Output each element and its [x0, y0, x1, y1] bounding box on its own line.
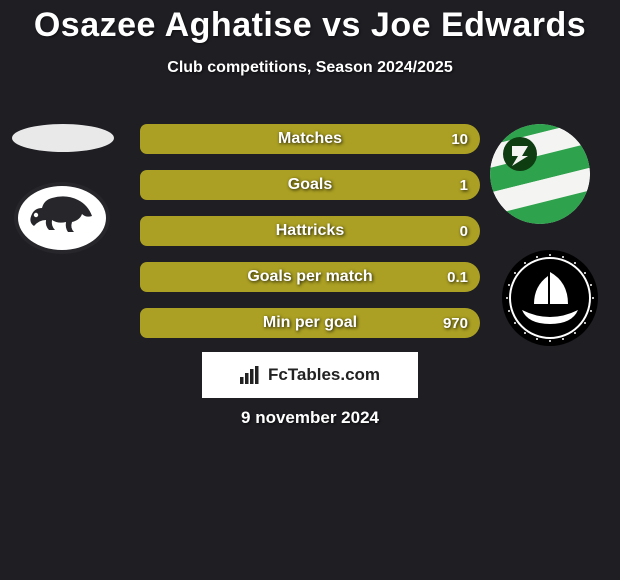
bar-row-hattricks: Hattricks0: [140, 216, 480, 246]
comparison-infographic: Osazee Aghatise vs Joe Edwards Club comp…: [0, 0, 620, 580]
bar-row-goals-per-match: Goals per match0.1: [140, 262, 480, 292]
watermark-main: Tables: [288, 365, 341, 384]
bar-row-goals: Goals1: [140, 170, 480, 200]
generation-date: 9 november 2024: [0, 408, 620, 428]
bar-right-segment: [147, 170, 480, 200]
bar-right-segment: [147, 216, 480, 246]
bar-left-segment: [140, 216, 147, 246]
bar-row-matches: Matches10: [140, 124, 480, 154]
page-subtitle: Club competitions, Season 2024/2025: [0, 59, 620, 77]
player-left-avatar-placeholder: [12, 124, 114, 152]
bar-right-segment: [147, 262, 480, 292]
watermark: FcTables.com: [202, 352, 418, 398]
watermark-prefix: Fc: [268, 365, 288, 384]
bar-right-segment: [147, 308, 480, 338]
bar-left-segment: [140, 262, 147, 292]
bar-left-segment: [140, 124, 147, 154]
player-right-avatar: [490, 124, 590, 224]
bar-left-segment: [140, 170, 147, 200]
bars-icon: [240, 366, 262, 384]
club-crest-left: [12, 168, 112, 268]
comparison-bars: Matches10 Goals1 Hattricks0 Goals per match…: [140, 124, 480, 354]
watermark-text: FcTables.com: [268, 365, 380, 385]
club-crest-right: [500, 248, 600, 348]
bar-row-min-per-goal: Min per goal970: [140, 308, 480, 338]
watermark-suffix: .com: [340, 365, 380, 384]
page-title: Osazee Aghatise vs Joe Edwards: [0, 0, 620, 45]
bar-right-segment: [147, 124, 480, 154]
bar-left-segment: [140, 308, 147, 338]
